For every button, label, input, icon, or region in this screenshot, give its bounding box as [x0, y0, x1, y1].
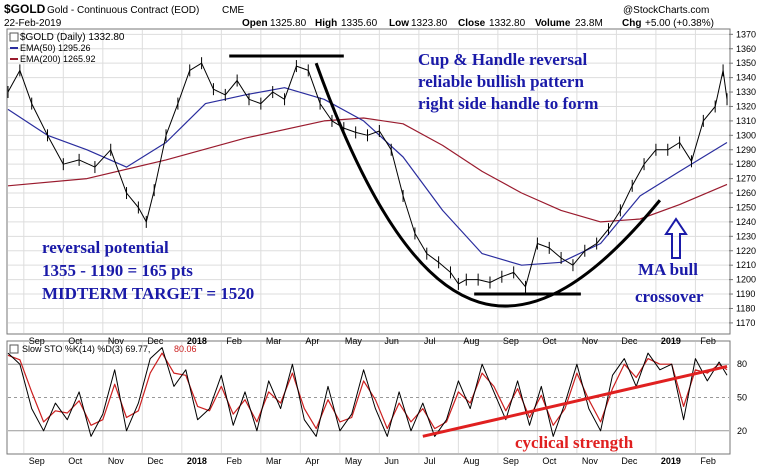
price-y-tick-label: 1310	[736, 116, 756, 126]
reversal-annotation-line2: 1355 - 1190 = 165 pts	[42, 261, 193, 280]
sto-x-tick-label: Sep	[29, 456, 45, 466]
price-x-tick-label: 2018	[187, 336, 207, 346]
sto-x-tick-label: Feb	[700, 456, 716, 466]
price-y-tick-label: 1370	[736, 29, 756, 39]
sto-x-tick-label: May	[345, 456, 363, 466]
cup-annotation-line1: Cup & Handle reversal	[418, 50, 587, 69]
sto-x-tick-label: 2018	[187, 456, 207, 466]
price-x-tick-label: Sep	[503, 336, 519, 346]
sto-x-tick-label: Nov	[108, 456, 125, 466]
sto-x-tick-label: Dec	[147, 456, 164, 466]
chg-label: Chg	[622, 18, 641, 29]
price-y-tick-label: 1300	[736, 130, 756, 140]
sto-x-tick-label: Oct	[542, 456, 557, 466]
cup-annotation-line3: right side handle to form	[418, 94, 598, 113]
cyclical-strength-label: cyclical strength	[515, 433, 634, 452]
sto-x-tick-label: Feb	[226, 456, 242, 466]
price-x-tick-label: Nov	[108, 336, 125, 346]
price-x-tick-label: Apr	[305, 336, 319, 346]
sto-y-tick-label: 20	[737, 426, 747, 436]
legend-ema200: EMA(200) 1265.92	[20, 54, 96, 64]
symbol-label: $GOLD	[4, 2, 46, 16]
price-x-tick-label: Feb	[226, 336, 242, 346]
price-x-tick-label: Oct	[68, 336, 83, 346]
price-y-tick-label: 1280	[736, 159, 756, 169]
price-y-tick-label: 1360	[736, 44, 756, 54]
ma-annotation-line2: crossover	[635, 287, 704, 306]
price-x-tick-label: Feb	[700, 336, 716, 346]
sto-y-tick-label: 50	[737, 393, 747, 403]
price-y-tick-label: 1260	[736, 188, 756, 198]
volume-label: Volume	[535, 18, 571, 29]
watermark: @StockCharts.com	[623, 5, 709, 16]
price-y-tick-label: 1200	[736, 275, 756, 285]
high-value: 1335.60	[341, 18, 378, 29]
volume-value: 23.8M	[575, 18, 603, 29]
price-x-tick-label: Oct	[542, 336, 557, 346]
price-y-tick-label: 1210	[736, 260, 756, 270]
sto-x-tick-label: Jul	[424, 456, 436, 466]
price-y-tick-label: 1240	[736, 217, 756, 227]
exchange-label: CME	[222, 5, 245, 16]
price-y-tick-label: 1320	[736, 101, 756, 111]
price-x-tick-label: Nov	[582, 336, 599, 346]
price-y-tick-label: 1220	[736, 246, 756, 256]
sto-x-tick-label: Dec	[621, 456, 638, 466]
price-y-tick-label: 1250	[736, 202, 756, 212]
close-label: Close	[458, 18, 486, 29]
price-x-tick-label: 2019	[661, 336, 681, 346]
legend-price: $GOLD (Daily) 1332.80	[20, 32, 125, 43]
sto-x-tick-label: Apr	[305, 456, 319, 466]
sto-x-tick-label: Mar	[266, 456, 282, 466]
price-x-tick-label: Sep	[29, 336, 45, 346]
price-y-tick-label: 1350	[736, 58, 756, 68]
price-x-tick-label: Jun	[384, 336, 399, 346]
sto-x-tick-label: Oct	[68, 456, 83, 466]
sto-x-tick-label: Sep	[503, 456, 519, 466]
low-value: 1323.80	[411, 18, 448, 29]
price-x-tick-label: Mar	[266, 336, 282, 346]
price-y-tick-label: 1230	[736, 231, 756, 241]
price-y-tick-label: 1290	[736, 145, 756, 155]
price-y-tick-label: 1180	[736, 303, 755, 313]
instrument-name: Gold - Continuous Contract (EOD)	[47, 5, 199, 16]
high-label: High	[315, 18, 337, 29]
price-x-tick-label: Jul	[424, 336, 436, 346]
price-y-tick-label: 1340	[736, 73, 756, 83]
legend-ema50: EMA(50) 1295.26	[20, 43, 91, 53]
price-x-tick-label: Dec	[621, 336, 638, 346]
price-y-tick-label: 1190	[736, 289, 755, 299]
reversal-annotation-line3: MIDTERM TARGET = 1520	[42, 284, 254, 303]
sto-y-tick-label: 80	[737, 359, 747, 369]
reversal-annotation-line1: reversal potential	[42, 238, 169, 257]
sto-legend-swatch	[10, 345, 18, 353]
sto-x-tick-label: Nov	[582, 456, 599, 466]
date-label: 22-Feb-2019	[4, 18, 62, 29]
sto-x-tick-label: Jun	[384, 456, 399, 466]
price-x-tick-label: May	[345, 336, 363, 346]
sto-x-tick-label: 2019	[661, 456, 681, 466]
legend-price-swatch	[10, 33, 18, 41]
ma-annotation-line1: MA bull	[638, 260, 698, 279]
price-y-tick-label: 1170	[736, 318, 755, 328]
close-value: 1332.80	[489, 18, 526, 29]
chg-value: +5.00 (+0.38%)	[645, 18, 714, 29]
sto-x-tick-label: Aug	[463, 456, 479, 466]
open-value: 1325.80	[270, 18, 307, 29]
price-y-tick-label: 1270	[736, 174, 756, 184]
open-label: Open	[242, 18, 268, 29]
low-label: Low	[389, 18, 409, 29]
price-x-tick-label: Aug	[463, 336, 479, 346]
price-y-tick-label: 1330	[736, 87, 756, 97]
cup-annotation-line2: reliable bullish pattern	[418, 72, 584, 91]
price-x-tick-label: Dec	[147, 336, 164, 346]
